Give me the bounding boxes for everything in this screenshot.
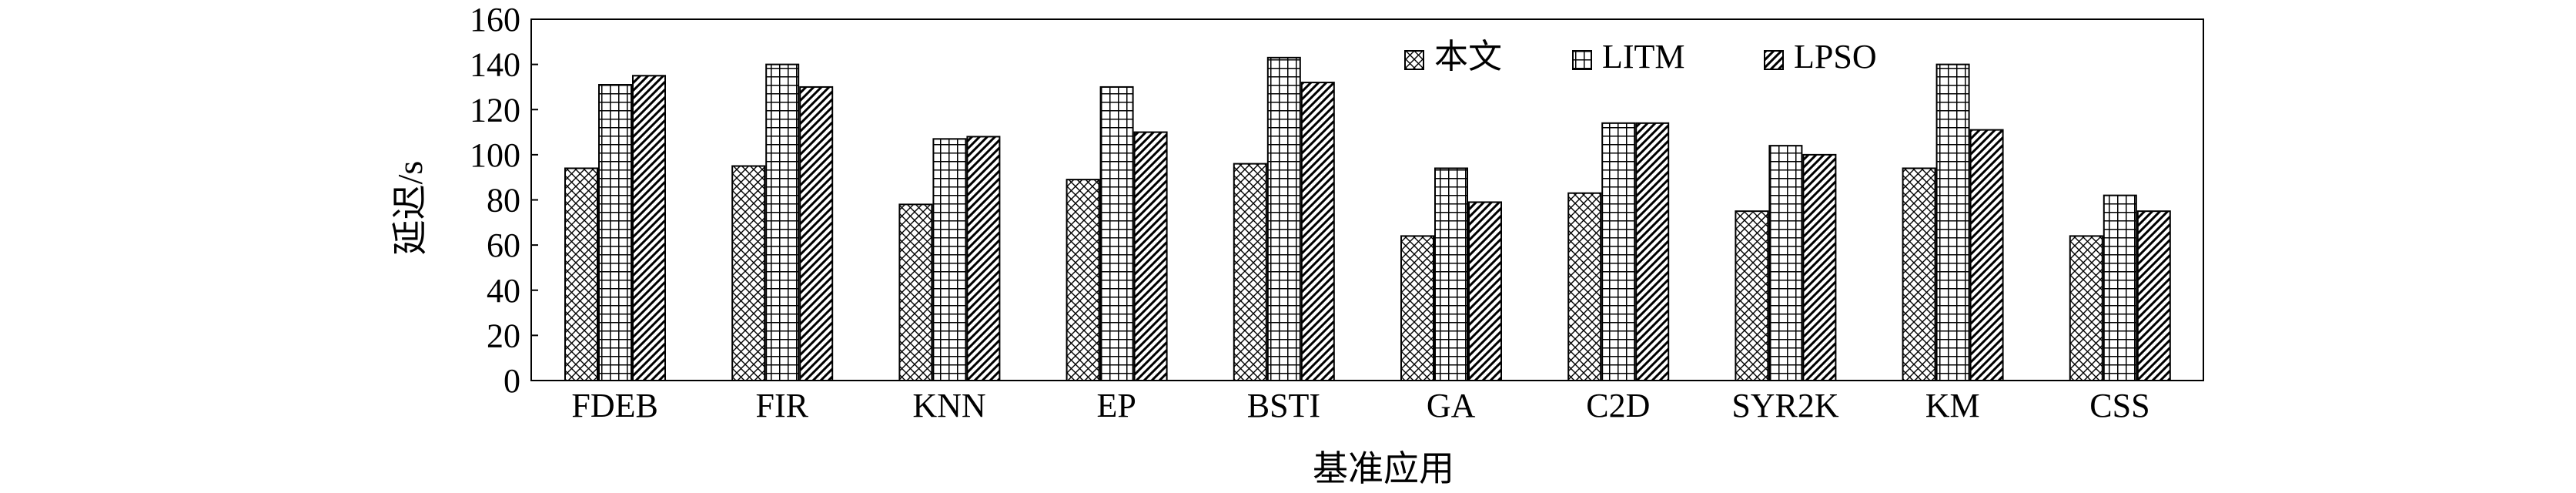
bar-本文-GA xyxy=(1400,235,1434,381)
y-tick-label: 100 xyxy=(470,136,520,174)
bar-本文-BSTI xyxy=(1233,163,1267,381)
bar-本文-FDEB xyxy=(564,167,598,381)
bar-LPSO-KM xyxy=(1969,129,2004,381)
bar-LITM-CSS xyxy=(2103,194,2137,381)
bar-LPSO-FIR xyxy=(799,86,834,381)
y-axis-title: 延迟/s xyxy=(390,161,430,256)
legend-swatch xyxy=(1404,50,1424,70)
bar-LPSO-CSS xyxy=(2136,210,2171,381)
bar-本文-SYR2K xyxy=(1735,210,1769,381)
bar-本文-EP xyxy=(1066,179,1100,381)
y-tick-label: 40 xyxy=(487,272,520,310)
bar-LITM-FIR xyxy=(765,63,800,381)
bar-LPSO-SYR2K xyxy=(1802,153,1837,381)
y-tick-label: 60 xyxy=(487,226,520,264)
y-tick-label: 0 xyxy=(503,362,520,400)
bar-本文-KM xyxy=(1902,167,1936,381)
bar-LPSO-FDEB xyxy=(632,75,666,381)
x-tick-label: KNN xyxy=(912,387,985,424)
x-tick-label: C2D xyxy=(1586,387,1650,424)
bar-LITM-EP xyxy=(1099,86,1134,381)
legend-swatch xyxy=(1764,50,1784,70)
legend-swatch xyxy=(1572,50,1592,70)
bar-LITM-FDEB xyxy=(598,84,632,381)
x-tick-label: KM xyxy=(1925,387,1980,424)
bar-LPSO-EP xyxy=(1133,131,1168,381)
bar-LPSO-GA xyxy=(1468,201,1502,381)
bar-LITM-KNN xyxy=(932,138,967,381)
bar-LITM-GA xyxy=(1434,167,1468,381)
bar-本文-C2D xyxy=(1567,192,1602,381)
y-tick-label: 140 xyxy=(470,46,520,84)
y-tick-label: 120 xyxy=(470,91,520,129)
bar-LITM-BSTI xyxy=(1266,56,1301,382)
x-tick-label: EP xyxy=(1097,387,1136,424)
legend-label: 本文 xyxy=(1434,38,1502,75)
bar-本文-FIR xyxy=(731,165,766,381)
x-tick-label: SYR2K xyxy=(1731,387,1839,424)
x-tick-label: FIR xyxy=(756,387,809,424)
x-tick-label: GA xyxy=(1427,387,1476,424)
x-tick-label: FDEB xyxy=(571,387,657,424)
bar-LPSO-KNN xyxy=(966,136,1001,382)
x-axis-title: 基准应用 xyxy=(1313,449,1454,488)
bar-本文-KNN xyxy=(898,203,933,381)
bar-LITM-KM xyxy=(1935,63,1970,381)
x-tick-label: BSTI xyxy=(1247,387,1320,424)
bar-LPSO-BSTI xyxy=(1300,82,1335,381)
y-tick-label: 20 xyxy=(487,317,520,354)
x-tick-label: CSS xyxy=(2089,387,2149,424)
bar-LITM-SYR2K xyxy=(1768,145,1803,381)
legend-label: LPSO xyxy=(1794,38,1877,75)
plot-frame xyxy=(530,18,2204,381)
bar-本文-CSS xyxy=(2069,235,2103,381)
bar-LPSO-C2D xyxy=(1635,122,1670,381)
y-tick-label: 160 xyxy=(470,1,520,39)
legend-label: LITM xyxy=(1602,38,1685,75)
y-tick-label: 80 xyxy=(487,182,520,220)
bar-LITM-C2D xyxy=(1601,122,1636,381)
